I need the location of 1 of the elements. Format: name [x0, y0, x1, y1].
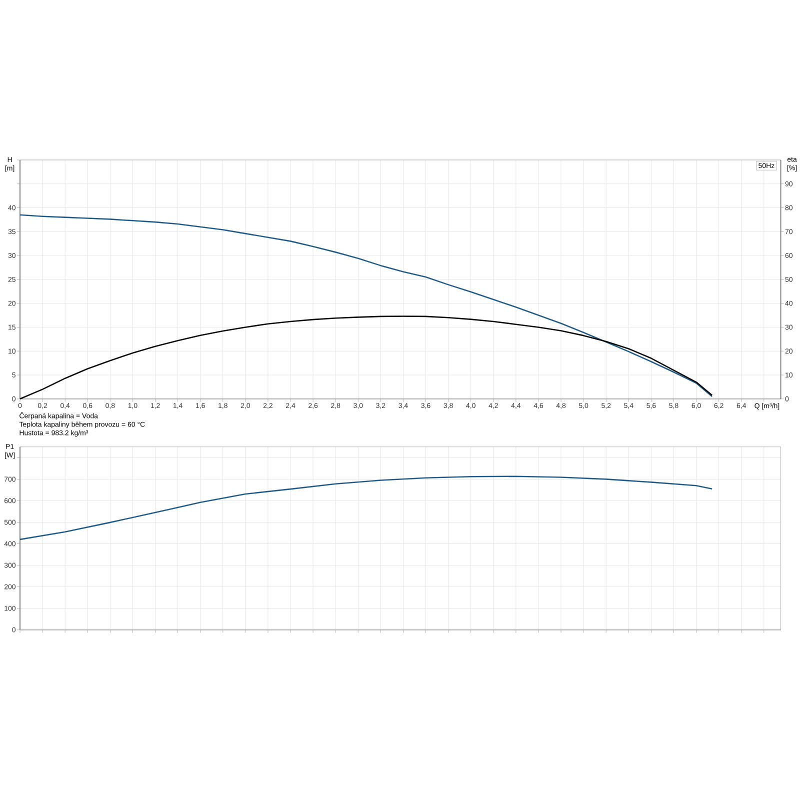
line-series — [19, 476, 713, 540]
